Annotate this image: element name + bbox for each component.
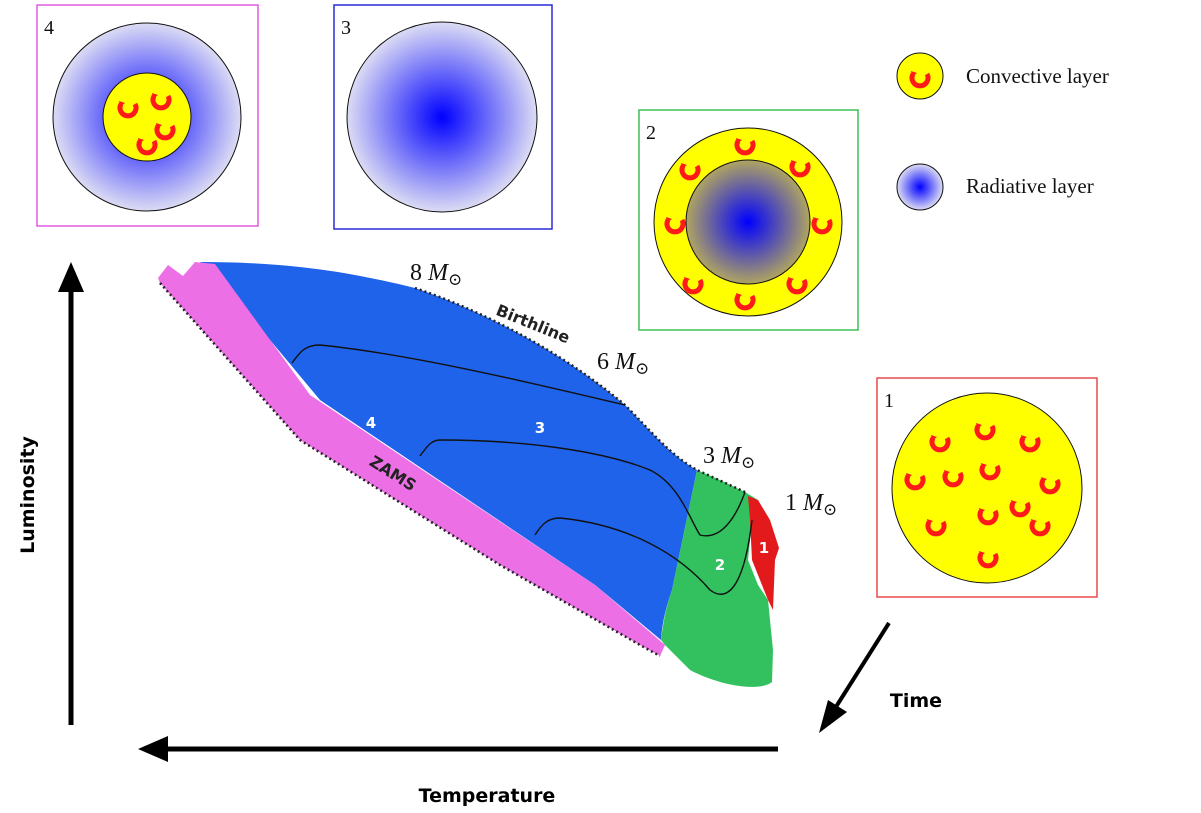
legend-convective: Convective layer — [896, 52, 1109, 100]
panel-3-number: 3 — [341, 17, 351, 39]
mass-label-1: 1 M⊙ — [785, 490, 837, 519]
legend-radiative: Radiative layer — [896, 163, 1094, 211]
region-1-area — [748, 496, 779, 610]
panel-2-radiative-core — [685, 159, 811, 285]
panel-4-convective-core — [102, 72, 192, 162]
panel-4-number: 4 — [44, 17, 54, 39]
panel-4: 4 — [36, 4, 259, 227]
temperature-axis-arrow — [138, 736, 778, 762]
region-2-area — [661, 470, 773, 687]
zams-curve — [159, 282, 661, 658]
legend-convective-label: Convective layer — [966, 64, 1109, 88]
panel-2-number: 2 — [646, 122, 656, 144]
panel-1-number: 1 — [884, 390, 894, 412]
svg-text:3M⊙: 3 M⊙ — [703, 443, 755, 472]
track-8m — [291, 344, 626, 406]
mass-label-6: 6 M⊙ — [597, 349, 649, 378]
svg-text:6M⊙: 6 M⊙ — [597, 349, 649, 378]
panel-3-radiative-sphere — [346, 21, 538, 213]
region-3-label: 3 — [535, 419, 545, 437]
panel-2: 2 — [638, 109, 859, 331]
svg-text:1M⊙: 1 M⊙ — [785, 490, 837, 519]
time-label: Time — [890, 690, 942, 712]
temperature-axis-label: Temperature — [419, 785, 556, 807]
luminosity-axis-arrow — [58, 262, 84, 725]
mass-label-3: 3 M⊙ — [703, 443, 755, 472]
legend-radiative-label: Radiative layer — [966, 174, 1094, 198]
track-3m — [534, 517, 753, 595]
evolutionary-tracks — [291, 344, 753, 595]
region-3-area — [200, 262, 697, 640]
region-4-area — [158, 262, 665, 656]
legend-convective-swatch — [896, 52, 944, 100]
panel-3: 3 — [333, 4, 553, 230]
mass-label-8: 8 M⊙ — [410, 260, 462, 289]
region-4-label: 4 — [366, 414, 376, 432]
hr-regions — [158, 262, 779, 687]
svg-text:8M⊙: 8 M⊙ — [410, 260, 462, 289]
legend: Convective layer Radiative layer — [896, 52, 1109, 211]
region-2-label: 2 — [715, 556, 725, 574]
panel-1: 1 — [876, 377, 1098, 598]
track-6m — [419, 439, 746, 537]
time-arrow — [819, 621, 891, 733]
legend-radiative-swatch — [896, 163, 944, 211]
region-1-label: 1 — [759, 539, 769, 557]
luminosity-axis-label: Luminosity — [17, 435, 39, 553]
